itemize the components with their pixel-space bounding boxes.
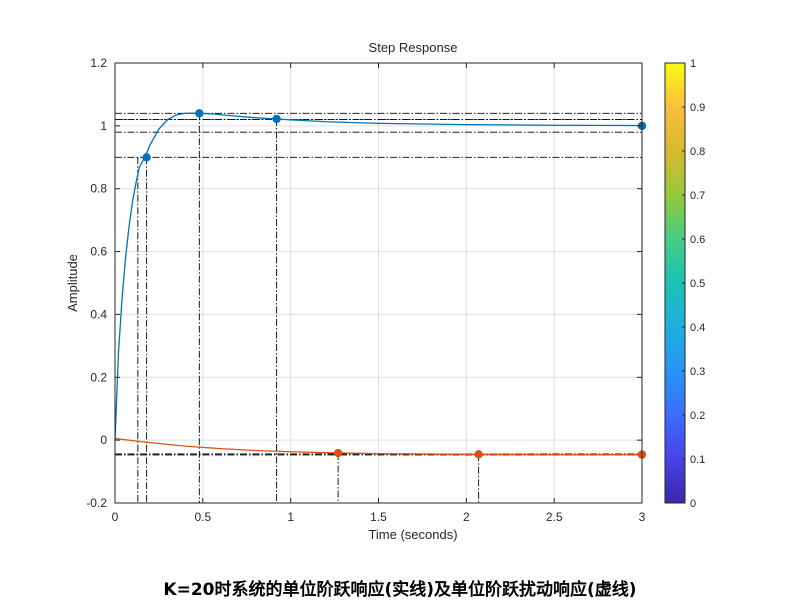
colorbar-tick-label: 0.3 <box>690 366 705 378</box>
plot-area: 0 0.5 1 1.5 2 2.5 3 -0.2 0 0.2 0.4 0.6 0.8 1 1.2 <box>86 56 647 524</box>
y-tick-label: 0.8 <box>90 182 107 196</box>
chart-title: Step Response <box>369 40 458 55</box>
y-tick-label: 0.2 <box>90 370 107 384</box>
colorbar: 0 0.1 0.2 0.3 0.4 0.5 0.6 0.7 0.8 0.9 1 <box>664 58 705 510</box>
y-tick-label: 1 <box>100 119 107 133</box>
x-tick-label: 3 <box>639 510 646 524</box>
figure-caption: K=20时系统的单位阶跃响应(实线)及单位阶跃扰动响应(虚线) <box>163 580 637 600</box>
y-tick-label: 0.6 <box>90 245 107 259</box>
y-tick-label: -0.2 <box>86 496 107 510</box>
colorbar-tick-label: 0.7 <box>690 190 705 202</box>
series-line-2 <box>114 437 642 456</box>
y-axis-label: Amplitude <box>65 254 80 312</box>
x-tick-label: 2 <box>463 510 470 524</box>
data-point-series-1 <box>272 114 281 124</box>
data-point-series-2 <box>474 450 483 459</box>
colorbar-tick-label: 0.9 <box>690 102 705 114</box>
x-tick-label: 1.5 <box>370 510 387 524</box>
x-tick-label: 0.5 <box>194 510 211 524</box>
colorbar-tick-label: 0 <box>690 498 696 510</box>
colorbar-tick-label: 0.2 <box>690 410 705 422</box>
x-axis-label: Time (seconds) <box>368 527 457 542</box>
colorbar-tick-label: 0.8 <box>690 146 705 158</box>
x-tick-label: 1 <box>287 510 294 524</box>
x-tick-label: 0 <box>112 510 119 524</box>
x-tick-label: 2.5 <box>546 510 563 524</box>
colorbar-tick-label: 0.6 <box>690 234 705 246</box>
y-tick-label: 0 <box>100 433 107 447</box>
colorbar-tick-label: 1 <box>690 58 696 70</box>
y-tick-label: 0.4 <box>90 307 107 321</box>
data-point-series-1 <box>142 153 151 162</box>
data-point-series-1 <box>195 109 204 118</box>
colorbar-tick-label: 0.5 <box>690 278 705 290</box>
y-tick-label: 1.2 <box>90 56 107 70</box>
series-line-1 <box>114 112 643 441</box>
colorbar-tick-label: 0.4 <box>690 322 705 334</box>
colorbar-tick-label: 0.1 <box>690 454 705 466</box>
data-point-series-2 <box>333 448 343 458</box>
step-response-chart: Step Response 0 0.5 1 1.5 2 2.5 3 -0.2 0 0.2 0.4 0.… <box>65 40 705 542</box>
